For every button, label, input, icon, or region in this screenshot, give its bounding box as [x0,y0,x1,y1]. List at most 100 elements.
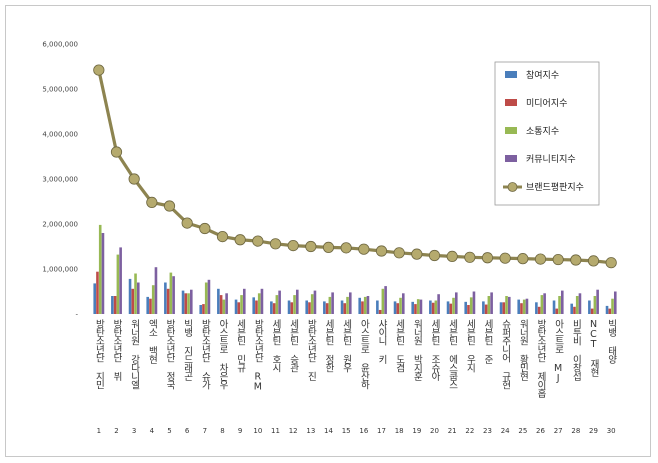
rank-label: 15 [342,427,351,435]
legend-label: 소통지수 [526,126,559,137]
rank-label: 17 [377,427,386,435]
y-tick-label: - [75,311,78,319]
bar-3-3 [134,273,137,314]
bar-1-13 [305,300,309,314]
bar-1-28 [570,303,574,314]
y-tick-label: 3,000,000 [42,176,78,184]
rank-label: 29 [589,427,598,435]
brand-index-point-20 [428,249,441,262]
category-label: 세븐틴 조슈아 [429,319,440,382]
rank-label: 24 [501,427,510,435]
category-label: 세븐틴 에스쿱스 [447,319,458,389]
rank-label: 11 [271,427,280,435]
bar-1-1 [93,283,97,314]
bar-1-18 [393,301,397,314]
category-label: 비투비 이창섭 [570,319,581,381]
bar-1-5 [164,282,167,314]
bar-2-27 [555,308,559,314]
category-label: 아스트로 차은우 [217,319,228,390]
brand-index-point-15 [340,242,352,254]
rank-label: 18 [395,427,404,435]
bar-3-24 [505,296,508,314]
brand-index-point-7 [199,222,211,235]
bar-2-7 [202,304,205,314]
legend-label: 미디어지수 [526,98,567,109]
bar-2-11 [272,303,276,314]
y-tick-label: 5,000,000 [42,86,78,94]
bar-4-9 [242,288,246,314]
bar-3-27 [558,296,561,314]
brand-index-point-8 [216,231,229,243]
category-label: 방탄소년단 슈가 [199,319,210,390]
brand-index-point-17 [375,245,388,257]
bar-4-1 [101,233,105,314]
brand-index-point-25 [517,253,529,265]
bar-3-30 [611,298,614,314]
bar-4-5 [172,276,175,314]
bar-3-8 [222,299,226,314]
bar-4-4 [154,267,158,314]
bar-2-20 [431,302,435,314]
y-tick-label: 6,000,000 [42,41,78,49]
bar-2-14 [325,303,329,314]
brand-index-point-21 [446,250,458,262]
rank-label: 14 [324,427,333,435]
bar-1-15 [340,300,344,314]
rank-label: 22 [465,427,474,435]
bar-1-25 [517,299,521,314]
bar-2-18 [396,303,400,314]
rank-label: 9 [238,427,242,435]
category-label: 방탄소년단 정국 [164,319,175,390]
category-label: 방탄소년단 지민 [93,319,104,389]
bar-2-1 [96,271,99,314]
bars [93,224,617,314]
bar-4-19 [419,299,423,314]
bar-1-29 [588,300,591,314]
bar-3-20 [434,300,438,314]
bar-3-29 [593,296,597,314]
bar-3-12 [293,295,296,314]
category-label: 세븐틴 준 [482,319,493,364]
bar-4-12 [295,289,299,314]
rank-label: 27 [554,427,563,435]
bar-1-27 [552,300,556,314]
rank-label: 10 [253,427,262,435]
bar-2-6 [184,293,188,314]
y-tick-label: 4,000,000 [42,131,78,139]
bar-4-2 [119,247,122,314]
brand-index-point-22 [464,251,476,263]
brand-index-point-27 [552,253,564,266]
bar-1-26 [535,302,538,314]
bar-4-15 [348,292,352,314]
bar-3-14 [328,296,332,314]
y-axis: - 1,000,000 2,000,000 3,000,000 4,000,000 5,0… [42,41,78,319]
bar-1-30 [605,305,609,314]
bar-3-9 [240,295,243,314]
bar-2-2 [113,296,117,314]
brand-index-point-5 [163,200,176,212]
brand-index-point-30 [605,257,617,269]
category-label: 세븐틴 정한 [323,319,334,372]
bar-1-11 [270,301,273,314]
bar-3-25 [522,299,526,314]
bar-2-9 [237,302,241,314]
category-label: 세븐틴 도겸 [394,319,405,372]
bar-3-23 [487,296,491,314]
rank-label: 30 [607,427,616,435]
bar-3-7 [204,282,208,314]
bar-2-12 [290,302,294,314]
bar-3-22 [469,297,473,314]
bar-1-14 [323,301,326,314]
brand-index-point-23 [481,252,494,264]
rank-label: 8 [220,427,224,435]
bar-3-18 [399,297,402,314]
bar-4-14 [331,292,334,314]
bar-1-2 [111,296,114,314]
category-label: 세븐틴 민규 [235,319,246,373]
bar-2-3 [131,288,135,314]
brand-index-point-13 [305,240,317,253]
bar-3-17 [381,288,385,314]
bar-3-5 [169,272,173,314]
bar-2-29 [590,308,594,314]
